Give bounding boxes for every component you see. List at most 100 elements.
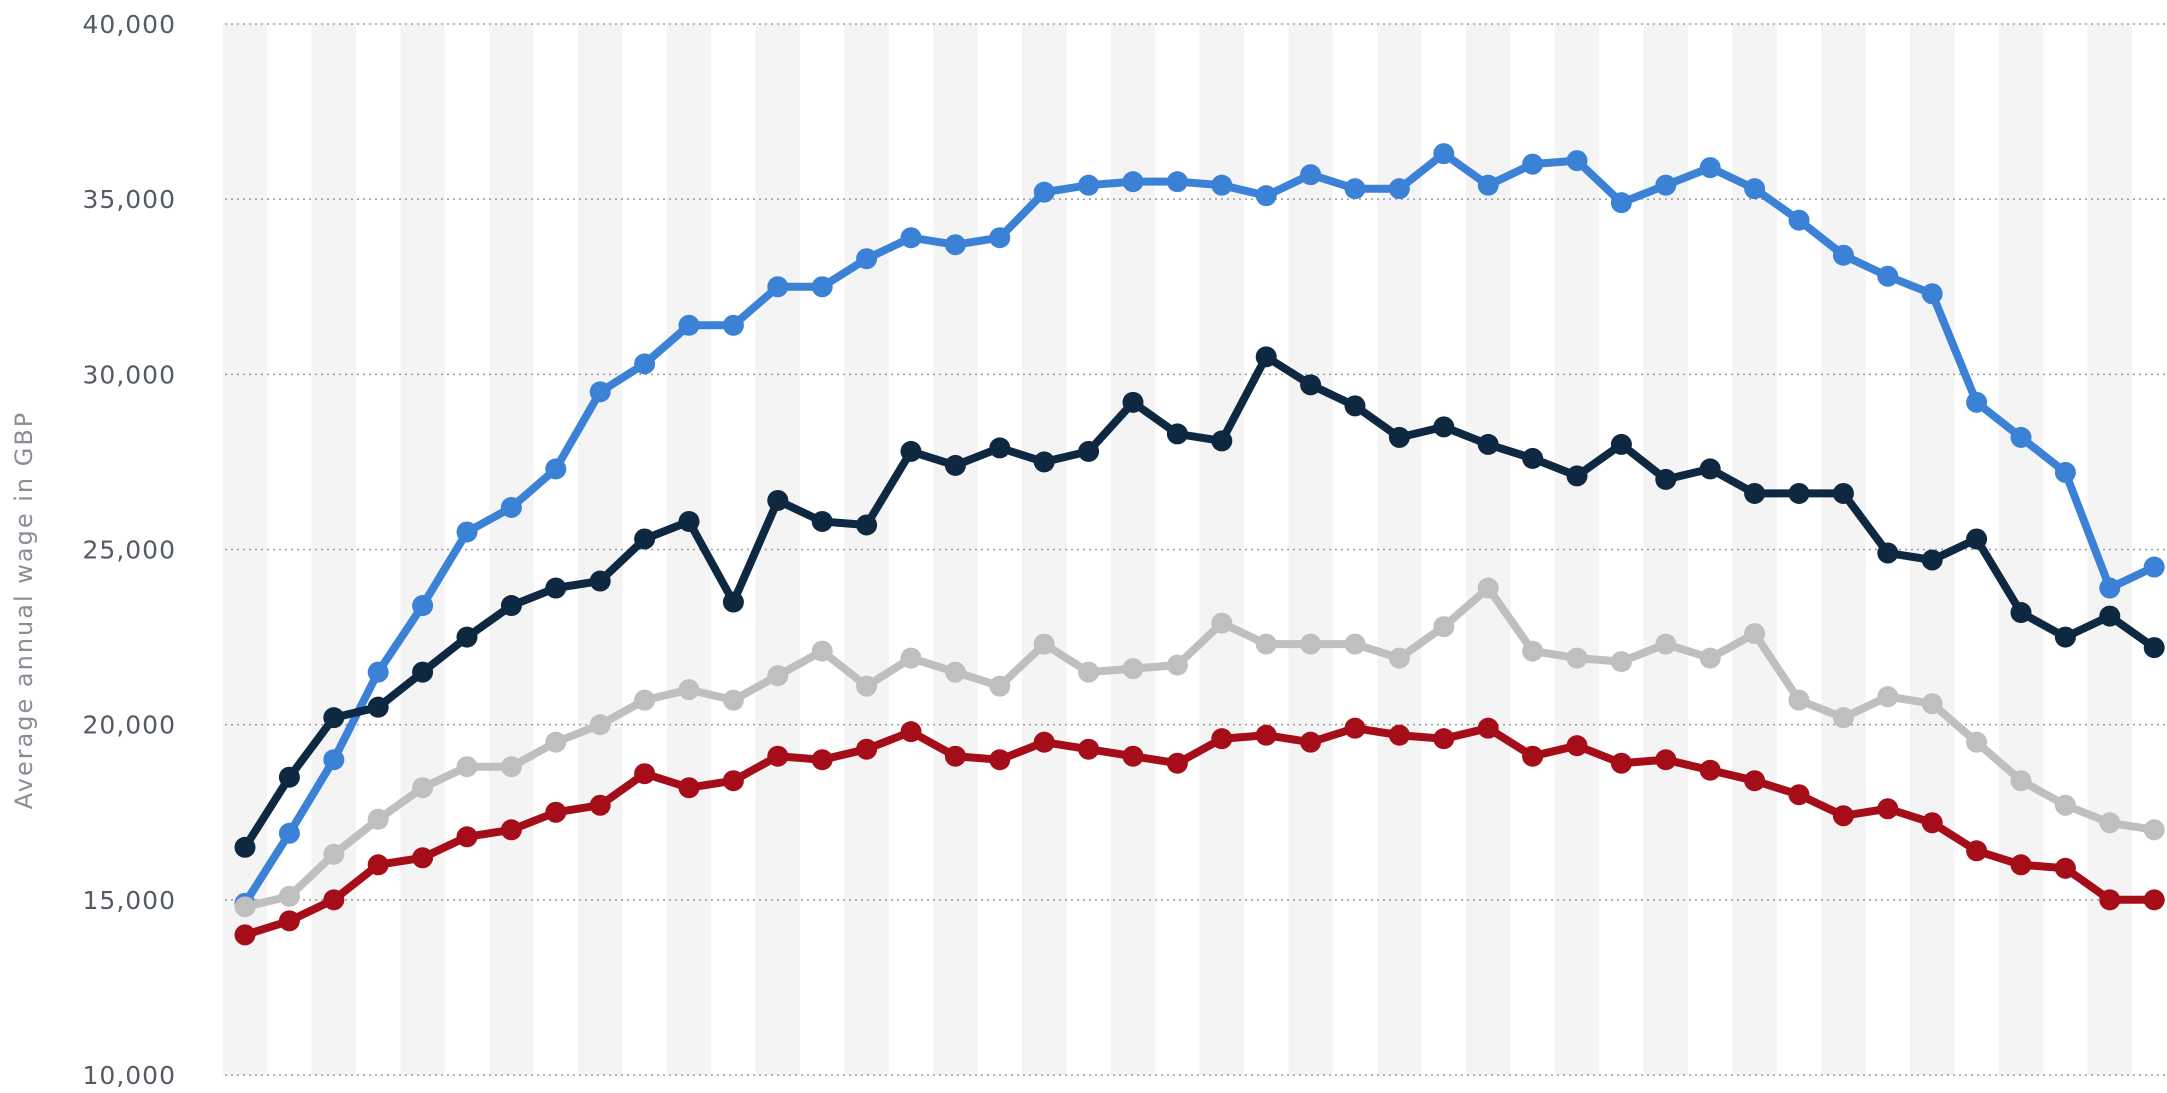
data-point [278,822,300,844]
data-point [1388,178,1410,200]
data-point [1655,633,1677,655]
data-point [278,885,300,907]
data-point [678,777,700,799]
data-point [634,763,656,785]
data-point [1433,616,1455,638]
y-axis-label: Average annual wage in GBP [10,411,38,810]
data-point [856,738,878,760]
data-point [1744,770,1766,792]
data-point [2143,637,2165,659]
series-1 [234,143,2165,914]
data-point [500,595,522,617]
data-point [412,847,434,869]
data-point [722,314,744,336]
series-2 [234,346,2165,858]
data-point [1788,784,1810,806]
data-point [1344,178,1366,200]
data-point [367,808,389,830]
data-point [1744,178,1766,200]
data-point [1566,150,1588,172]
data-point [589,714,611,736]
data-point [1078,440,1100,462]
data-point [1433,416,1455,438]
data-point [1744,623,1766,645]
data-point [989,749,1011,771]
data-point [722,770,744,792]
data-point [944,745,966,767]
data-point [2099,577,2121,599]
data-point [989,675,1011,697]
data-point [1078,661,1100,683]
data-point [1033,633,1055,655]
data-point [589,794,611,816]
data-point [767,489,789,511]
data-point [1921,812,1943,834]
y-tick-label: 20,000 [83,711,176,740]
data-point [412,595,434,617]
y-tick-label: 25,000 [83,536,176,565]
data-point [412,661,434,683]
data-point [811,640,833,662]
data-point [2054,626,2076,648]
data-point [278,910,300,932]
data-point [1921,693,1943,715]
data-point [412,777,434,799]
data-point [2143,556,2165,578]
data-point [811,749,833,771]
y-tick-label: 40,000 [83,10,176,39]
series-3 [234,577,2165,918]
data-point [1122,658,1144,680]
data-point [367,661,389,683]
data-point [1300,374,1322,396]
data-point [323,707,345,729]
data-point [678,679,700,701]
data-point [500,496,522,518]
data-point [900,440,922,462]
column-band [400,24,445,1075]
data-point [1655,174,1677,196]
data-point [2054,857,2076,879]
data-point [1966,840,1988,862]
data-point [944,661,966,683]
data-point [634,689,656,711]
data-point [1211,728,1233,750]
data-point [234,896,256,918]
data-point [1388,724,1410,746]
data-point [1522,745,1544,767]
data-point [989,437,1011,459]
data-point [1166,423,1188,445]
data-point [1211,174,1233,196]
data-point [2099,889,2121,911]
data-point [456,626,478,648]
data-point [456,826,478,848]
data-point [323,843,345,865]
data-point [278,766,300,788]
data-point [1921,283,1943,305]
data-point [1477,577,1499,599]
data-point [1122,171,1144,193]
data-point [1433,728,1455,750]
data-point [589,570,611,592]
data-point [1255,724,1277,746]
data-point [2010,854,2032,876]
data-point [1033,731,1055,753]
data-point [1566,465,1588,487]
data-point [1832,482,1854,504]
data-point [1522,447,1544,469]
data-point [900,721,922,743]
y-axis-ticks: 10,000 15,000 20,000 25,000 30,000 35,000 40,0… [83,10,176,1090]
data-point [2010,426,2032,448]
data-point [1832,805,1854,827]
data-point [856,248,878,270]
data-point [1344,395,1366,417]
series-lines [234,143,2165,946]
data-point [856,514,878,536]
data-point [1122,391,1144,413]
data-point [1966,391,1988,413]
data-point [1166,171,1188,193]
data-point [1255,185,1277,207]
data-point [1433,143,1455,165]
data-point [634,528,656,550]
data-point [856,675,878,697]
series-4 [234,717,2165,946]
